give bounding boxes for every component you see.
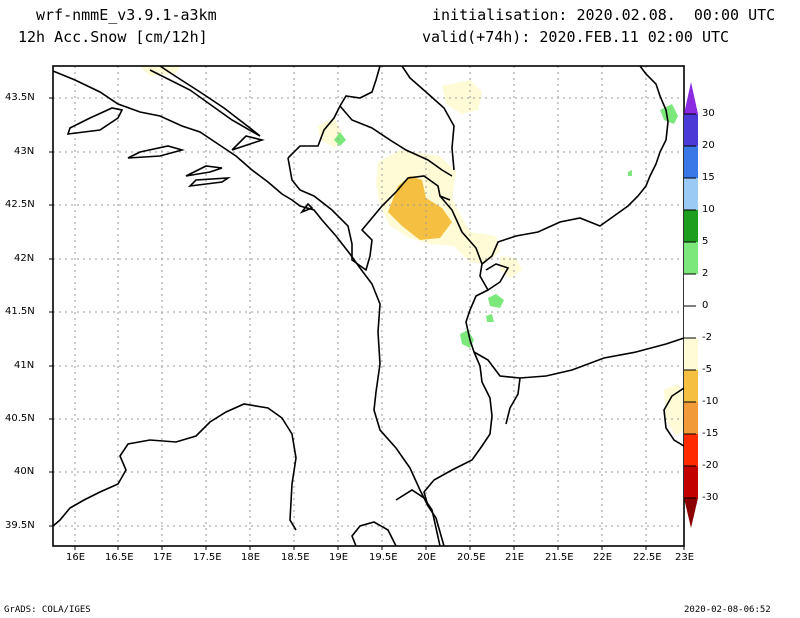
colorbar-band-neg20 (684, 466, 698, 498)
lon-label: 19E (329, 552, 349, 563)
lat-label: 42.5N (5, 199, 35, 210)
colorbar-label: -30 (702, 492, 719, 503)
colorbar-band-20 (684, 146, 698, 178)
lat-label: 42N (14, 253, 35, 264)
lon-label: 17E (153, 552, 173, 563)
colorbar-label: 5 (702, 236, 709, 247)
colorbar-label: 0 (702, 300, 709, 311)
lat-label: 40N (14, 466, 35, 477)
map-frame (52, 65, 685, 547)
field-title: 12h Acc.Snow [cm/12h] (18, 28, 208, 46)
colorbar-band-neg10 (684, 402, 698, 434)
colorbar-band-neg15 (684, 434, 698, 466)
colorbar-band-30 (684, 114, 698, 146)
lat-label: 41.5N (5, 306, 35, 317)
colorbar-band-neg2 (684, 338, 698, 370)
coastlines-and-borders (53, 66, 684, 546)
lon-label: 18.5E (281, 552, 310, 563)
colorbar-top-arrow (684, 82, 698, 114)
colorbar-label: 10 (702, 204, 715, 215)
lat-label: 39.5N (5, 520, 35, 531)
init-time: initialisation: 2020.02.08. 00:00 UTC (432, 6, 776, 24)
lat-label: 43.5N (5, 92, 35, 103)
colorbar-label: 30 (702, 108, 715, 119)
colorbar-label: -10 (702, 396, 719, 407)
lon-label: 22.5E (633, 552, 662, 563)
axis-ticks (49, 97, 685, 550)
lat-label: 41N (14, 360, 35, 371)
lon-label: 21E (505, 552, 525, 563)
lon-label: 20.5E (457, 552, 486, 563)
valid-time: valid(+74h): 2020.FEB.11 02:00 UTC (422, 28, 730, 46)
lat-label: 40.5N (5, 413, 35, 424)
map-layer (53, 66, 684, 546)
footer-timestamp: 2020-02-08-06:52 (684, 605, 771, 615)
lon-label: 21.5E (545, 552, 574, 563)
colorbar-label: -20 (702, 460, 719, 471)
colorbar-bottom-arrow (684, 498, 698, 528)
colorbar-label: 2 (702, 268, 709, 279)
grid-lines (53, 66, 684, 546)
lon-label: 19.5E (369, 552, 398, 563)
footer-credit: GrADS: COLA/IGES (4, 605, 91, 615)
colorbar-label: -2 (702, 332, 712, 343)
colorbar-band-15 (684, 178, 698, 210)
lon-label: 22E (593, 552, 613, 563)
colorbar-label: -15 (702, 428, 719, 439)
colorbar-label: 20 (702, 140, 715, 151)
colorbar-label: -5 (702, 364, 712, 375)
colorbar-band-10 (684, 210, 698, 242)
lon-label: 17.5E (193, 552, 222, 563)
lon-label: 23E (675, 552, 695, 563)
lon-label: 16.5E (105, 552, 134, 563)
lat-label: 43N (14, 146, 35, 157)
colorbar-band-neg5 (684, 370, 698, 402)
lon-label: 18E (241, 552, 261, 563)
lon-label: 20E (417, 552, 437, 563)
colorbar-label: 15 (702, 172, 715, 183)
colorbar-band-5 (684, 242, 698, 274)
colorbar (684, 82, 698, 528)
lon-label: 16E (66, 552, 86, 563)
model-title: wrf-nmmE_v3.9.1-a3km (36, 6, 217, 24)
